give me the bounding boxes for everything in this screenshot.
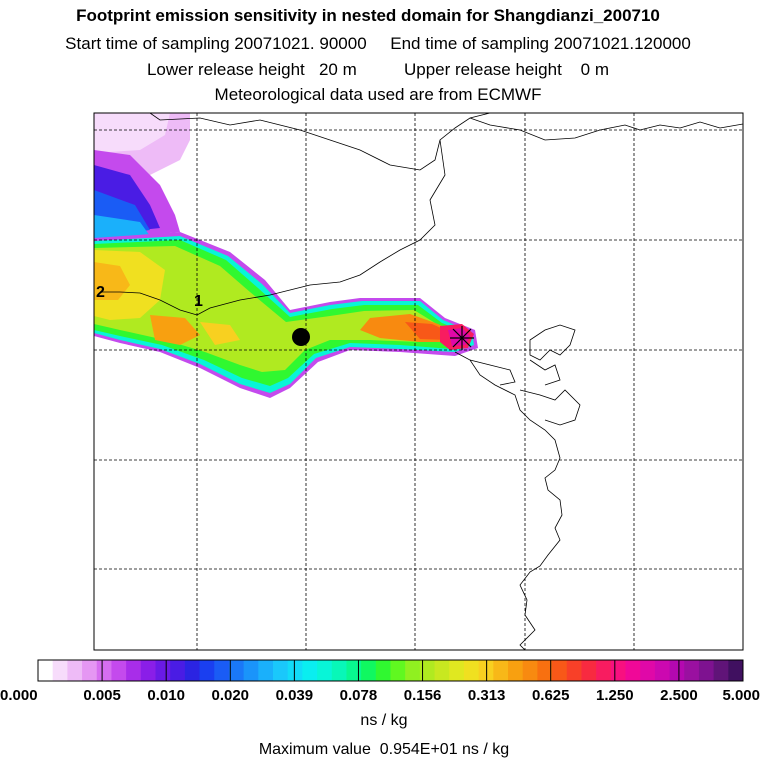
colorbar-cell	[566, 660, 582, 681]
footprint-field	[94, 113, 478, 398]
colorbar-cell	[449, 660, 465, 681]
colorbar-cell	[287, 660, 303, 681]
point-label-2: 2	[96, 284, 105, 301]
colorbar-tick-label: 0.313	[468, 687, 506, 704]
colorbar-tick-label: 5.000	[722, 687, 760, 704]
colorbar-cell	[331, 660, 347, 681]
colorbar-cell	[419, 660, 436, 681]
maximum-value-label: Maximum value 0.954E+01 ns / kg	[258, 741, 510, 758]
colorbar-tick-label: 1.250	[596, 687, 634, 704]
colorbar-cell	[52, 660, 68, 681]
colorbar-cell	[434, 660, 450, 681]
colorbar-cell	[214, 660, 230, 681]
colorbar-cell	[405, 660, 421, 681]
colorbar-cell	[155, 660, 171, 681]
met-data-line: Meteorological data used are from ECMWF	[214, 85, 542, 104]
colorbar-cell	[610, 660, 626, 681]
colorbar-tick-label: 0.039	[276, 687, 314, 704]
colorbar-cell	[728, 660, 744, 681]
coastlines	[100, 113, 743, 650]
colorbar-cell	[669, 660, 685, 681]
colorbar-cell	[82, 660, 98, 681]
colorbar-tick-label: 0.005	[83, 687, 121, 704]
colorbar-cell	[698, 660, 715, 681]
plot-title: Footprint emission sensitivity in nested…	[76, 6, 660, 25]
colorbar-cell	[463, 660, 480, 681]
colorbar-cell	[654, 660, 671, 681]
colorbar-cell	[508, 660, 524, 681]
colorbar-cell	[111, 660, 127, 681]
colorbar-tick-label: 0.156	[404, 687, 442, 704]
colorbar-cell	[140, 660, 156, 681]
colorbar-cell	[625, 660, 641, 681]
colorbar-ticks: 0.000 0.005 0.010 0.020 0.039 0.078 0.156 0.313…	[0, 660, 760, 704]
colorbar-cell	[684, 660, 700, 681]
colorbar-cell	[713, 660, 729, 681]
colorbar-cell	[552, 660, 568, 681]
maximum-star-marker	[450, 326, 474, 350]
colorbar-cell	[390, 660, 406, 681]
colorbar-cell	[522, 660, 538, 681]
colorbar-cell	[228, 660, 245, 681]
colorbar-cell	[96, 660, 112, 681]
lat-lon-grid	[94, 113, 743, 650]
colorbar-cells	[38, 660, 744, 681]
colorbar-cell	[67, 660, 83, 681]
colorbar-tick-label: 0.010	[147, 687, 185, 704]
colorbar-tick-label: 2.500	[660, 687, 698, 704]
colorbar-tick-label: 0.000	[0, 687, 38, 704]
point-label-1: 1	[194, 293, 203, 310]
colorbar-tick-label: 0.625	[532, 687, 570, 704]
colorbar-cell	[537, 660, 553, 681]
colorbar-cell	[273, 660, 289, 681]
release-height-line: Lower release height 20 m Upper release …	[146, 60, 610, 79]
colorbar-unit-label: ns / kg	[360, 712, 408, 729]
colorbar-tick-label: 0.078	[340, 687, 378, 704]
colorbar-cell	[640, 660, 656, 681]
colorbar-cell	[596, 660, 612, 681]
colorbar-cell	[38, 660, 54, 681]
map-frame	[93, 112, 744, 651]
colorbar-cell	[346, 660, 362, 681]
receptor-dot-marker	[292, 328, 310, 346]
sampling-time-line: Start time of sampling 20071021. 90000 E…	[65, 34, 691, 53]
colorbar-cell	[375, 660, 391, 681]
colorbar-tick-label: 0.020	[211, 687, 249, 704]
colorbar-cell	[243, 660, 259, 681]
colorbar-cell	[302, 660, 318, 681]
colorbar-cell	[184, 660, 201, 681]
colorbar-cell	[170, 660, 186, 681]
colorbar-cell	[199, 660, 215, 681]
colorbar-cell	[581, 660, 597, 681]
colorbar-cell	[361, 660, 377, 681]
colorbar-cell	[317, 660, 333, 681]
colorbar-cell	[258, 660, 274, 681]
colorbar-cell	[493, 660, 509, 681]
colorbar-cell	[126, 660, 142, 681]
